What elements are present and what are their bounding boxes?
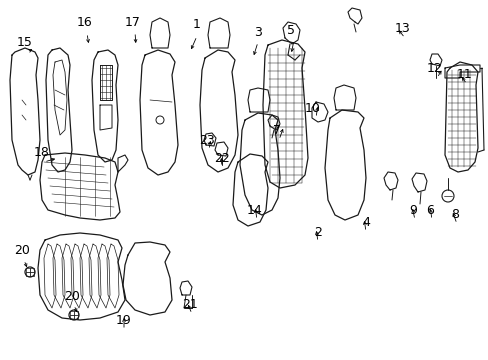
Text: 14: 14	[246, 203, 263, 216]
Text: 8: 8	[450, 208, 458, 221]
Text: 18: 18	[34, 145, 50, 158]
Text: 6: 6	[425, 203, 433, 216]
Text: 3: 3	[254, 26, 262, 39]
Text: 7: 7	[272, 123, 281, 136]
Text: 10: 10	[305, 102, 320, 114]
Text: 4: 4	[361, 216, 369, 229]
Text: 16: 16	[77, 17, 93, 30]
Text: 21: 21	[182, 298, 198, 311]
Text: 2: 2	[313, 225, 321, 238]
Text: 20: 20	[14, 243, 30, 256]
Text: 23: 23	[199, 134, 214, 147]
Text: 15: 15	[17, 36, 33, 49]
Text: 20: 20	[64, 289, 80, 302]
Text: 13: 13	[394, 22, 410, 35]
Text: 17: 17	[125, 15, 141, 28]
Text: 1: 1	[193, 18, 201, 31]
Text: 11: 11	[456, 68, 472, 81]
Text: 9: 9	[408, 203, 416, 216]
Text: 12: 12	[426, 62, 442, 75]
Text: 5: 5	[286, 23, 294, 36]
Text: 22: 22	[214, 152, 229, 165]
Text: 19: 19	[116, 314, 132, 327]
